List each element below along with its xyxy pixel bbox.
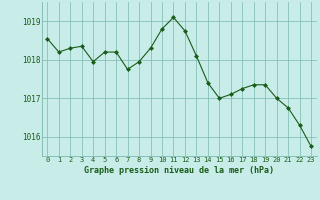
X-axis label: Graphe pression niveau de la mer (hPa): Graphe pression niveau de la mer (hPa) [84,166,274,175]
